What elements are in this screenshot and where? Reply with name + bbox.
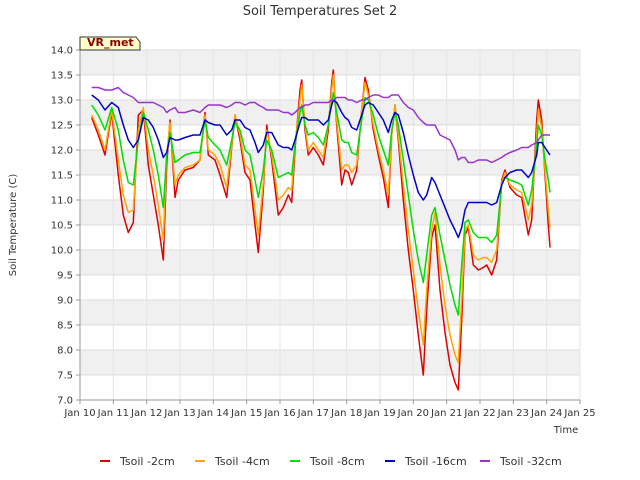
y-tick-label: 7.5 bbox=[57, 371, 73, 382]
series-line-tsoil-16cm bbox=[91, 94, 551, 239]
legend: Tsoil -2cm Tsoil -4cm Tsoil -8cm Tsoil -16c… bbox=[100, 455, 562, 468]
y-tick-label: 12.0 bbox=[51, 146, 73, 157]
y-tick-label: 8.5 bbox=[57, 321, 73, 332]
x-axis-label: Time bbox=[553, 425, 578, 436]
legend-label: Tsoil -32cm bbox=[499, 455, 562, 468]
x-tick-label: Jan 14 bbox=[197, 408, 229, 419]
plot-band bbox=[80, 50, 580, 75]
x-tick-label: Jan 19 bbox=[363, 408, 395, 419]
station-badge-label: VR_met bbox=[87, 36, 134, 49]
x-tick-label: Jan 24 bbox=[530, 408, 562, 419]
legend-label: Tsoil -2cm bbox=[119, 455, 175, 468]
x-tick-label: Jan 18 bbox=[330, 408, 362, 419]
plot-band bbox=[80, 125, 580, 150]
y-tick-label: 9.5 bbox=[57, 271, 73, 282]
plot-band bbox=[80, 225, 580, 250]
y-tick-label: 13.0 bbox=[51, 96, 73, 107]
y-tick-label: 9.0 bbox=[57, 296, 73, 307]
x-tick-label: Jan 16 bbox=[263, 408, 295, 419]
legend-label: Tsoil -16cm bbox=[404, 455, 467, 468]
x-tick-label: Jan 11 bbox=[97, 408, 129, 419]
x-tick-label: Jan 22 bbox=[463, 408, 495, 419]
plot-band bbox=[80, 375, 580, 400]
x-tick-label: Jan 10 bbox=[63, 408, 95, 419]
y-axis-label: Soil Temperature (C) bbox=[8, 174, 19, 277]
series-line-tsoil-8cm bbox=[91, 91, 551, 316]
x-axis-ticks: Jan 10 Jan 11 Jan 12 Jan 13 Jan 14 Jan 15 Jan … bbox=[63, 400, 596, 419]
y-tick-label: 11.5 bbox=[51, 171, 73, 182]
plot-band bbox=[80, 300, 580, 325]
gridlines bbox=[79, 49, 581, 401]
y-tick-label: 8.0 bbox=[57, 346, 73, 357]
y-tick-label: 11.0 bbox=[51, 196, 73, 207]
station-badge: VR_met bbox=[79, 36, 141, 51]
series-lines bbox=[90, 69, 551, 391]
chart-title: Soil Temperatures Set 2 bbox=[243, 4, 398, 19]
legend-label: Tsoil -4cm bbox=[214, 455, 270, 468]
plot-band bbox=[80, 275, 580, 300]
x-tick-label: Jan 25 bbox=[563, 408, 595, 419]
y-tick-label: 7.0 bbox=[57, 396, 73, 407]
series-line-tsoil-4cm bbox=[91, 74, 551, 364]
y-tick-label: 10.0 bbox=[51, 246, 73, 257]
series-line-tsoil-32cm bbox=[91, 86, 550, 164]
plot-band bbox=[80, 325, 580, 350]
plot-band bbox=[80, 250, 580, 275]
legend-label: Tsoil -8cm bbox=[309, 455, 365, 468]
y-tick-label: 10.5 bbox=[51, 221, 73, 232]
x-tick-label: Jan 15 bbox=[230, 408, 262, 419]
plot-band bbox=[80, 350, 580, 375]
y-tick-label: 12.5 bbox=[51, 121, 73, 132]
x-tick-label: Jan 17 bbox=[297, 408, 329, 419]
y-tick-label: 13.5 bbox=[51, 71, 73, 82]
x-tick-label: Jan 23 bbox=[497, 408, 529, 419]
x-tick-label: Jan 13 bbox=[163, 408, 195, 419]
plot-band bbox=[80, 150, 580, 175]
y-axis-ticks: 7.0 7.5 8.0 8.5 9.0 9.5 10.0 10.5 11.0 11.5 12.0 12… bbox=[51, 46, 80, 407]
x-tick-label: Jan 20 bbox=[397, 408, 429, 419]
x-tick-label: Jan 21 bbox=[430, 408, 462, 419]
x-tick-label: Jan 12 bbox=[130, 408, 162, 419]
y-tick-label: 14.0 bbox=[51, 46, 73, 57]
